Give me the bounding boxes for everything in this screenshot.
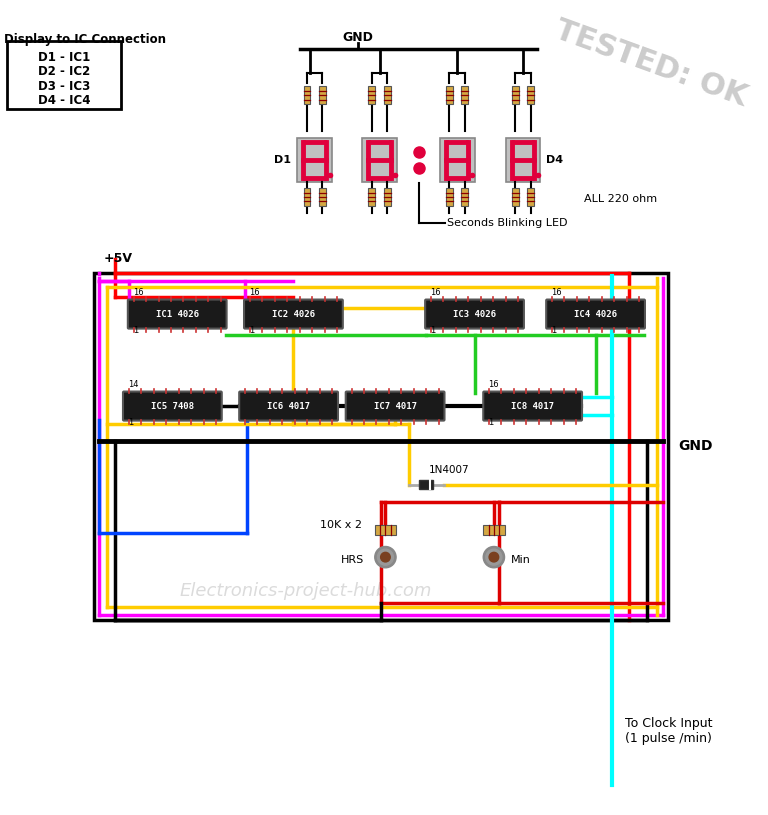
Text: Seconds Blinking LED: Seconds Blinking LED <box>448 218 568 228</box>
Bar <box>511 86 518 104</box>
Text: 1: 1 <box>488 418 493 427</box>
Text: GND: GND <box>678 438 713 453</box>
Text: D4 - IC4: D4 - IC4 <box>38 95 90 108</box>
Bar <box>303 86 310 104</box>
Bar <box>462 86 468 104</box>
FancyBboxPatch shape <box>239 391 338 421</box>
Bar <box>319 188 326 205</box>
Text: 1: 1 <box>430 327 435 336</box>
Circle shape <box>483 547 505 568</box>
Circle shape <box>486 549 502 565</box>
Text: +5V: +5V <box>104 253 133 266</box>
Text: ALL 220 ohm: ALL 220 ohm <box>584 194 657 204</box>
Bar <box>7 41 121 108</box>
Bar <box>511 188 518 205</box>
Text: 14: 14 <box>127 380 138 389</box>
Bar <box>439 139 475 182</box>
Text: D3 - IC3: D3 - IC3 <box>38 80 90 93</box>
Text: IC3 4026: IC3 4026 <box>453 310 496 319</box>
Text: IC4 4026: IC4 4026 <box>574 310 617 319</box>
Text: IC7 4017: IC7 4017 <box>373 402 416 411</box>
Circle shape <box>375 547 396 568</box>
Text: IC1 4026: IC1 4026 <box>156 310 199 319</box>
Bar <box>462 188 468 205</box>
Bar <box>384 188 391 205</box>
Text: D1: D1 <box>274 155 292 165</box>
Bar <box>384 86 391 104</box>
Bar <box>369 86 376 104</box>
Text: 1: 1 <box>551 327 556 336</box>
FancyBboxPatch shape <box>546 300 645 328</box>
Text: IC5 7408: IC5 7408 <box>151 402 194 411</box>
Text: 10K x 2: 10K x 2 <box>319 520 362 531</box>
Text: 16: 16 <box>430 288 441 297</box>
FancyBboxPatch shape <box>425 300 524 328</box>
Bar <box>369 188 376 205</box>
Text: GND: GND <box>343 31 374 44</box>
Text: 16: 16 <box>133 288 144 297</box>
Text: IC8 4017: IC8 4017 <box>511 402 554 411</box>
Text: HRS: HRS <box>341 555 364 565</box>
Bar <box>362 139 397 182</box>
Bar <box>297 139 333 182</box>
Bar <box>375 525 396 535</box>
Text: 16: 16 <box>551 288 561 297</box>
Text: IC2 4026: IC2 4026 <box>272 310 315 319</box>
Circle shape <box>489 553 498 562</box>
FancyBboxPatch shape <box>483 391 582 421</box>
FancyBboxPatch shape <box>244 300 343 328</box>
Bar <box>303 188 310 205</box>
Bar <box>505 139 541 182</box>
Text: TESTED: OK: TESTED: OK <box>551 15 751 112</box>
Text: D1 - IC1: D1 - IC1 <box>38 51 90 64</box>
Bar <box>528 86 534 104</box>
Text: IC6 4017: IC6 4017 <box>267 402 310 411</box>
Text: D2 - IC2: D2 - IC2 <box>38 65 90 78</box>
Text: Electronics-project-hub.com: Electronics-project-hub.com <box>179 582 432 600</box>
Bar <box>528 188 534 205</box>
Bar <box>446 86 452 104</box>
Text: 1N4007: 1N4007 <box>429 465 469 475</box>
Text: 16: 16 <box>249 288 260 297</box>
Bar <box>94 273 668 620</box>
Text: 1: 1 <box>127 418 133 427</box>
FancyBboxPatch shape <box>346 391 445 421</box>
Bar <box>483 525 505 535</box>
Bar <box>446 188 452 205</box>
FancyBboxPatch shape <box>127 300 227 328</box>
Text: To Clock Input
(1 pulse /min): To Clock Input (1 pulse /min) <box>624 717 712 745</box>
Text: 1: 1 <box>133 327 138 336</box>
Text: Display to IC Connection: Display to IC Connection <box>4 33 166 46</box>
Bar <box>319 86 326 104</box>
Circle shape <box>377 549 393 565</box>
Text: D4: D4 <box>546 155 563 165</box>
Text: Min: Min <box>511 555 531 565</box>
Text: 1: 1 <box>249 327 254 336</box>
Text: 16: 16 <box>488 380 498 389</box>
Circle shape <box>381 553 390 562</box>
Bar <box>419 480 433 489</box>
FancyBboxPatch shape <box>123 391 222 421</box>
